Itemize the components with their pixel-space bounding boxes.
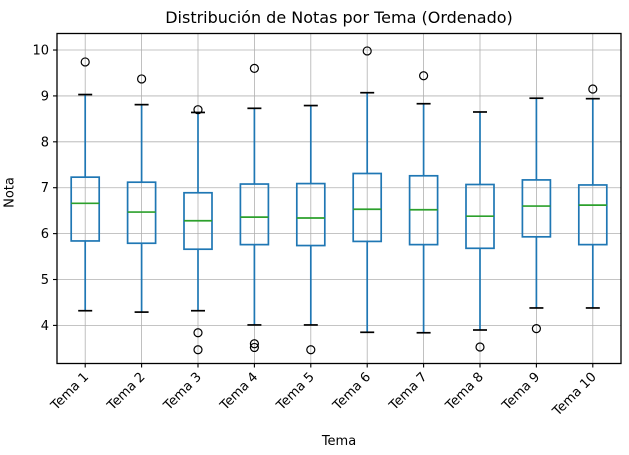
x-tick-label: Tema 5 — [273, 370, 317, 414]
x-tick-label: Tema 3 — [160, 370, 204, 414]
x-tick-label: Tema 2 — [104, 370, 148, 414]
outlier-point — [419, 71, 429, 81]
outlier-point — [475, 342, 485, 352]
outlier-point — [249, 339, 259, 349]
outlier-point — [306, 345, 316, 355]
y-tick-label: 9 — [41, 89, 49, 104]
y-tick-label: 7 — [41, 181, 49, 196]
x-tick-label: Tema 9 — [499, 370, 543, 414]
box — [352, 172, 383, 243]
plot-border — [56, 32, 622, 365]
chart-title: Distribución de Notas por Tema (Ordenado… — [165, 8, 513, 27]
y-tick-label: 5 — [41, 273, 49, 288]
outlier-point — [249, 342, 259, 353]
box — [521, 179, 552, 238]
outlier-point — [137, 74, 147, 84]
box — [239, 183, 270, 246]
box — [295, 182, 326, 247]
box — [577, 184, 608, 246]
outlier-point — [249, 63, 259, 73]
outlier-point — [193, 345, 203, 355]
outlier-point — [531, 324, 542, 334]
outlier-point — [193, 105, 203, 115]
y-tick-label: 4 — [41, 319, 49, 334]
x-axis-label: Tema — [321, 434, 357, 449]
x-tick-label: Tema 4 — [217, 370, 261, 414]
outlier-point — [80, 57, 90, 67]
x-tick-label: Tema 8 — [442, 370, 486, 414]
outlier-point — [588, 84, 598, 94]
y-tick-label: 10 — [32, 44, 49, 59]
x-tick-label: Tema 10 — [549, 370, 599, 420]
y-tick-label: 8 — [41, 135, 49, 150]
outlier-point — [193, 328, 203, 338]
x-tick-label: Tema 1 — [48, 370, 92, 414]
y-tick-label: 6 — [41, 227, 49, 242]
outlier-point — [362, 46, 372, 56]
y-axis-label: Nota — [2, 177, 18, 208]
x-tick-label: Tema 6 — [330, 370, 374, 414]
box — [70, 176, 101, 242]
x-tick-label: Tema 7 — [386, 370, 430, 414]
